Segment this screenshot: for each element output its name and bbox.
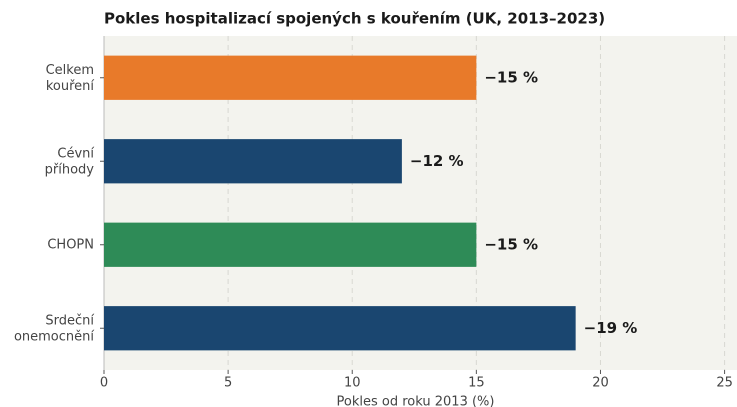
y-tick-label: Srdeční onemocnění [14, 313, 94, 344]
x-tick-label: 0 [100, 376, 108, 391]
x-tick-label: 5 [224, 376, 232, 391]
x-tick-label: 25 [716, 376, 733, 391]
chart-title: Pokles hospitalizací spojených s kouření… [104, 10, 605, 28]
x-tick-label: 10 [344, 376, 361, 391]
value-label: −19 % [584, 319, 638, 337]
bar [104, 139, 402, 184]
x-tick-label: 15 [468, 376, 485, 391]
value-label: −15 % [484, 68, 538, 86]
bar [104, 306, 576, 351]
bar [104, 222, 477, 267]
y-tick-label: CHOPN [47, 237, 94, 252]
x-axis-label: Pokles od roku 2013 (%) [337, 395, 495, 407]
x-tick-label: 20 [592, 376, 609, 391]
value-label: −12 % [410, 152, 464, 170]
y-tick-label: Cévní příhody [45, 146, 95, 177]
value-label: −15 % [484, 235, 538, 253]
bar [104, 55, 477, 100]
y-tick-label: Celkem kouření [46, 62, 95, 93]
